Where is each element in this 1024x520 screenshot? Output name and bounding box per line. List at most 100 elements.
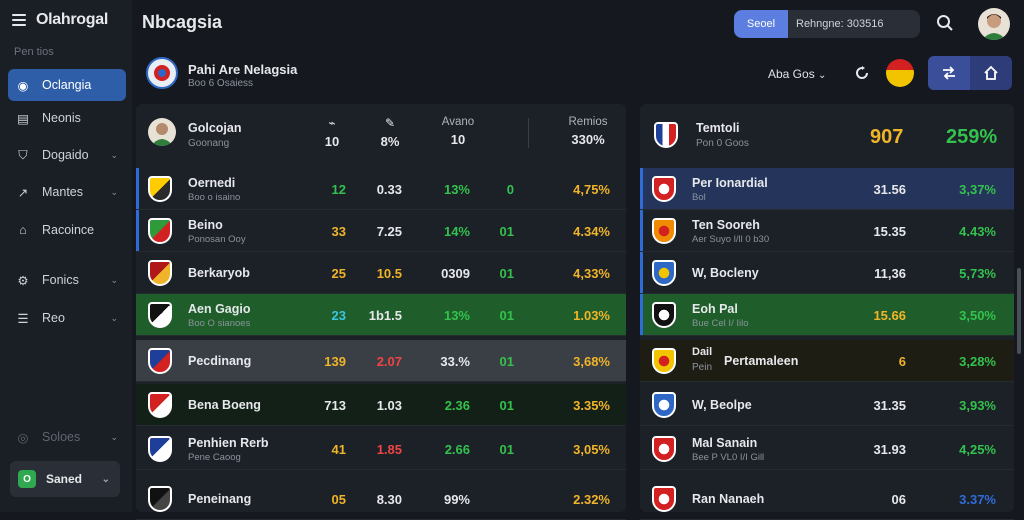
team-crest-icon <box>652 348 676 374</box>
scrollbar[interactable] <box>1017 268 1021 354</box>
stat-2: 7.25 <box>376 224 402 239</box>
stat-2: 10.5 <box>376 266 402 281</box>
team-sub: Pene Caoog <box>188 452 241 463</box>
sidebar-item-2[interactable]: ⛉ Dogaido ⌄ <box>8 139 126 171</box>
team-name: W, Bocleny <box>692 266 759 280</box>
table-row[interactable]: Oernedi Boo o isaino 12 0.33 13% 0 4,75% <box>136 168 626 210</box>
odds-value: 6 <box>898 354 906 369</box>
stat-2: 1b1.5 <box>368 308 402 323</box>
sidebar-item-7[interactable]: ◎ Soloes ⌄ <box>8 421 126 453</box>
avatar <box>148 118 176 146</box>
stat-5: 1.03% <box>573 308 610 323</box>
sidebar-item-6[interactable]: ☰ Reo ⌄ <box>8 302 126 334</box>
team-sub: Ponosan Ooy <box>188 234 246 245</box>
table-row[interactable]: W, Beolpe 31.35 3,93% <box>640 384 1014 426</box>
chevron-down-icon: ⌄ <box>110 149 118 160</box>
stat-3: 13% <box>443 182 470 197</box>
team-crest-icon <box>148 348 172 374</box>
stat-4: 01 <box>499 308 514 323</box>
shield-icon <box>154 65 170 81</box>
sidebar-item-label: Dogaido <box>42 148 89 162</box>
home-icon[interactable] <box>970 56 1012 90</box>
odds-percent: 3,93% <box>959 398 996 413</box>
table-row[interactable]: Beino Ponosan Ooy 33 7.25 14% 01 4.34% <box>136 210 626 252</box>
team-crest-icon <box>654 122 678 148</box>
chevron-down-icon: ⌄ <box>110 312 118 323</box>
season-select[interactable]: Aba Gos ⌄ <box>768 67 826 81</box>
team-name: Ran Nanaeh <box>692 492 765 506</box>
stat-4: 01 <box>499 266 514 281</box>
stat-5: 3.35% <box>573 398 610 413</box>
sidebar-bottom-button[interactable]: O Saned ⌄ <box>10 461 120 497</box>
segment-inactive[interactable]: Rehngne: 303516 <box>796 18 884 30</box>
standings-table: Golcojan Goonang ⌁ 10 ✎ 8% Avano 10 Remi… <box>136 104 626 520</box>
table-row[interactable]: Ran Nanaeh 06 3.37% <box>640 478 1014 520</box>
settings-icon: ⚙ <box>17 273 29 288</box>
stat-3: 0309 <box>441 266 470 281</box>
stat-2: 2.07 <box>376 354 402 369</box>
table-row[interactable]: Peneinang 05 8.30 99% 2.32% <box>136 478 626 520</box>
odds-value: 31.56 <box>873 182 906 197</box>
swap-icon[interactable] <box>928 56 970 90</box>
team-crest-icon <box>148 260 172 286</box>
odds-percent: 3.37% <box>959 492 996 507</box>
refresh-icon[interactable] <box>854 65 870 81</box>
stat-1: 25 <box>331 266 346 281</box>
country-flag-icon[interactable] <box>886 59 914 87</box>
chevron-down-icon: ⌄ <box>818 70 827 81</box>
team-sub: Bol <box>692 192 706 203</box>
search-icon[interactable] <box>936 14 954 32</box>
sidebar-item-0[interactable]: ◉ Oclangia <box>8 69 126 101</box>
sidebar-bottom-label: Saned <box>46 472 83 486</box>
sidebar-item-1[interactable]: ▤ Neonis <box>8 102 126 134</box>
table-row[interactable]: Ten Sooreh Aer Suyo l/ll 0 b30 15.35 4.43% <box>640 210 1014 252</box>
sidebar-item-5[interactable]: ⚙ Fonics ⌄ <box>8 264 126 296</box>
table-row[interactable]: Per Ionardial Bol 31.56 3,37% <box>640 168 1014 210</box>
stat-3: 13% <box>443 308 470 323</box>
team-crest-icon <box>652 486 676 512</box>
team-sub: Boo o isaino <box>188 192 241 203</box>
hamburger-menu-icon[interactable] <box>12 14 26 26</box>
table-row[interactable]: Bena Boeng 713 1.03 2.36 01 3.35% <box>136 384 626 426</box>
team-name: Mal Sanain <box>692 436 758 450</box>
team-crest-icon <box>652 302 676 328</box>
team-sub: Bee P VL0 I/I Gill <box>692 452 765 463</box>
table-row[interactable]: Pecdinang 139 2.07 33.% 01 3,68% <box>136 340 626 382</box>
col-avano-label: Avano <box>441 116 475 128</box>
avatar[interactable] <box>978 8 1010 40</box>
user-portrait-icon <box>982 14 1006 40</box>
table-row[interactable]: Aen Gagio Boo O sianoes 23 1b1.5 13% 01 1.03% <box>136 294 626 336</box>
table-row[interactable]: Berkaryob 25 10.5 0309 01 4,33% <box>136 252 626 294</box>
col-avano: Avano 10 <box>436 116 480 147</box>
status-badge: O <box>18 470 36 488</box>
stat-4: 01 <box>499 354 514 369</box>
sidebar-item-3[interactable]: ↗ Mantes ⌄ <box>8 176 126 208</box>
col-whistle: ⌁ 10 <box>320 116 344 149</box>
league-logo <box>146 57 178 89</box>
table-row[interactable]: Penhien Rerb Pene Caoog 41 1.85 2.66 01 3,05% <box>136 428 626 470</box>
team-name: Berkaryob <box>188 266 250 280</box>
table-row[interactable]: Eoh Pal Bue Cel I/ Iilo 15.66 3,50% <box>640 294 1014 336</box>
table-row[interactable]: Dail Pein Pertamaleen 6 3,28% <box>640 340 1014 382</box>
stat-2: 1.85 <box>376 442 402 457</box>
col-remios: Remios 330% <box>560 116 616 147</box>
league-header: Pahi Are Nelagsia Boo 6 Osaiess Aba Gos … <box>132 50 1024 96</box>
list-icon: ☰ <box>17 311 29 326</box>
stat-5: 3,05% <box>573 442 610 457</box>
league-subtitle: Boo 6 Osaiess <box>188 78 254 89</box>
stat-4: 01 <box>499 442 514 457</box>
table-row[interactable]: W, Bocleny 11,36 5,73% <box>640 252 1014 294</box>
sidebar-item-label: Oclangia <box>42 78 92 92</box>
sidebar-item-4[interactable]: ⌂ Racoince <box>8 214 126 246</box>
league-title: Pahi Are Nelagsia <box>188 62 298 77</box>
top-header: Nbcagsia Seoel Rehngne: 303516 <box>132 0 1024 46</box>
boot-icon: ✎ <box>384 116 396 130</box>
table-row[interactable]: Mal Sanain Bee P VL0 I/I Gill 31.93 4,25% <box>640 428 1014 470</box>
team-name: Beino <box>188 218 223 232</box>
team-crest-icon <box>148 302 172 328</box>
sidebar: Olahrogal Pen tios ◉ Oclangia ▤ Neonis ⛉ Doga… <box>0 0 132 512</box>
team-crest-icon <box>652 436 676 462</box>
segment-active[interactable]: Seoel <box>734 10 788 38</box>
team-name: W, Beolpe <box>692 398 752 412</box>
whistle-icon: ⌁ <box>328 116 336 130</box>
